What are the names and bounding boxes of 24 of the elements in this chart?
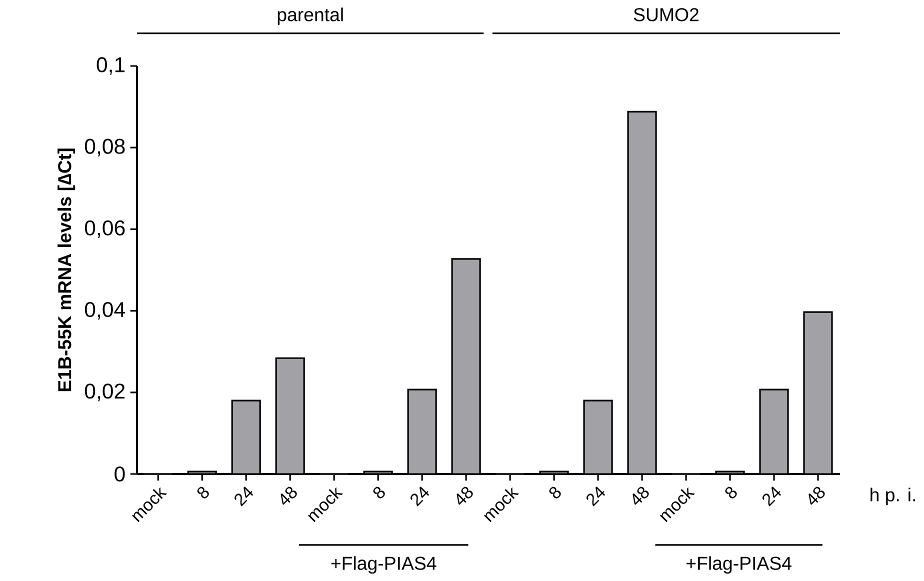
text: +Flag-PIAS4 (686, 556, 792, 574)
x-tick-label: 24 (234, 486, 254, 506)
x-tick-label: 8 (725, 486, 737, 498)
y-axis-title: E1B-55K mRNA levels [∆Ct] (58, 148, 75, 392)
text: +Flag-PIAS4 (331, 556, 436, 574)
x-tick-label: 48 (808, 486, 825, 505)
x-tick-label: 48 (632, 486, 649, 505)
x-tick-label: 8 (373, 486, 385, 498)
text: SUMO2 (634, 8, 698, 22)
x-tick-label: 24 (586, 486, 606, 506)
y-tick-label: 0,08 (84, 138, 125, 156)
x-tick-label: 8 (197, 486, 209, 498)
y-tick-label: 0,1 (96, 57, 125, 75)
x-tick-label: 8 (549, 486, 561, 498)
text: h p. i. (870, 488, 915, 506)
x-tick-label: 24 (762, 486, 782, 506)
text: parental (278, 8, 343, 25)
x-tick-label: 48 (280, 486, 297, 505)
y-tick-label: 0 (114, 466, 125, 482)
y-tick-label: 0,04 (84, 302, 125, 320)
x-tick-label: 48 (456, 486, 473, 505)
x-tick-label: 24 (410, 486, 430, 506)
y-tick-label: 0,02 (84, 384, 125, 402)
y-tick-label: 0,06 (84, 220, 125, 238)
